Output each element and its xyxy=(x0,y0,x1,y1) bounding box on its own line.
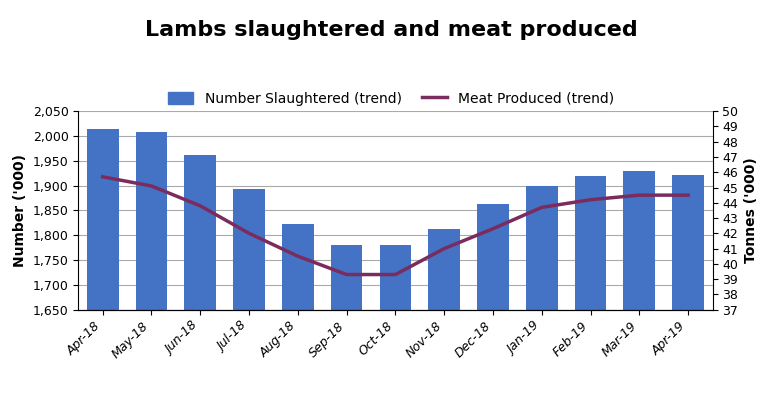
Meat Produced (trend) xyxy=(244,231,254,236)
Bar xyxy=(477,204,509,397)
Bar xyxy=(87,129,118,397)
Legend: Number Slaughtered (trend), Meat Produced (trend): Number Slaughtered (trend), Meat Produce… xyxy=(163,86,620,112)
Meat Produced (trend) xyxy=(342,272,352,277)
Meat Produced (trend) xyxy=(684,193,693,198)
Meat Produced (trend) xyxy=(196,203,205,208)
Line: Meat Produced (trend): Meat Produced (trend) xyxy=(103,177,688,275)
Meat Produced (trend) xyxy=(391,272,400,277)
Meat Produced (trend) xyxy=(98,174,107,179)
Meat Produced (trend) xyxy=(489,226,498,231)
Meat Produced (trend) xyxy=(293,254,302,258)
Text: Lambs slaughtered and meat produced: Lambs slaughtered and meat produced xyxy=(145,20,638,40)
Bar xyxy=(380,245,411,397)
Bar xyxy=(282,224,314,397)
Meat Produced (trend) xyxy=(537,205,547,210)
Bar xyxy=(233,189,265,397)
Bar xyxy=(330,245,363,397)
Bar xyxy=(135,133,168,397)
Meat Produced (trend) xyxy=(439,246,449,251)
Meat Produced (trend) xyxy=(146,183,156,188)
Y-axis label: Number ('000): Number ('000) xyxy=(13,154,27,267)
Bar xyxy=(575,175,606,397)
Bar xyxy=(185,155,216,397)
Y-axis label: Tonnes ('000): Tonnes ('000) xyxy=(744,158,758,263)
Bar xyxy=(623,171,655,397)
Meat Produced (trend) xyxy=(586,197,595,202)
Bar xyxy=(526,185,557,397)
Meat Produced (trend) xyxy=(635,193,644,198)
Bar xyxy=(428,229,460,397)
Bar xyxy=(673,175,704,397)
